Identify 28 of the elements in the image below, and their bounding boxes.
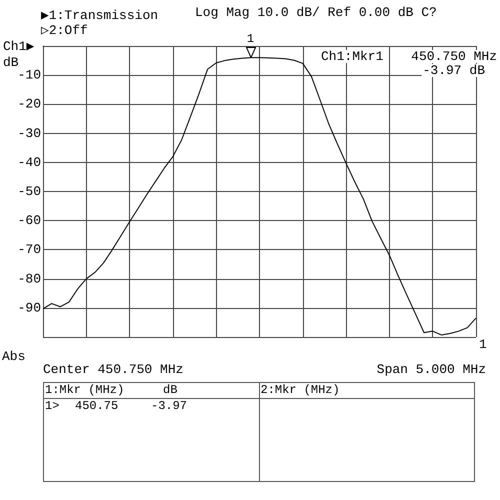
y-tick-label: -40 [18, 154, 41, 170]
text: Ch1▶ [3, 39, 34, 54]
text: 1> [45, 399, 60, 414]
text: 1:Mkr (MHz) [45, 383, 126, 398]
y-tick-label: -30 [18, 126, 41, 141]
text: dB [3, 55, 19, 70]
y-tick-label: -80 [18, 271, 41, 286]
y-tick-label: -10 [18, 68, 41, 83]
annotation: Ch1:Mkr1 [321, 49, 384, 64]
text: 1 [479, 337, 487, 352]
text: -3.97 [151, 399, 188, 414]
y-tick-label: -60 [18, 213, 41, 228]
y-tick-label: -20 [18, 96, 41, 112]
annotation: -3.97 dB [422, 63, 486, 78]
text: Span 5.000 MHz [376, 362, 486, 377]
annotation: 450.750 MHz [411, 49, 498, 64]
text: 2:Mkr (MHz) [260, 383, 340, 398]
text: Center 450.750 MHz [43, 362, 184, 377]
y-tick-label: -70 [18, 242, 41, 258]
y-tick-label: -50 [18, 184, 41, 199]
chart-subtitle: ▷2:Off [41, 23, 88, 38]
text: 450.75 [75, 399, 120, 414]
chart-title: ▶1:Transmission [41, 8, 158, 23]
text: 1 [246, 32, 254, 46]
text: Abs [2, 349, 26, 364]
text: Log Mag 10.0 dB/ Ref 0.00 dB C? [195, 5, 437, 20]
text: dB [163, 383, 178, 398]
y-tick-label: -90 [18, 300, 41, 316]
